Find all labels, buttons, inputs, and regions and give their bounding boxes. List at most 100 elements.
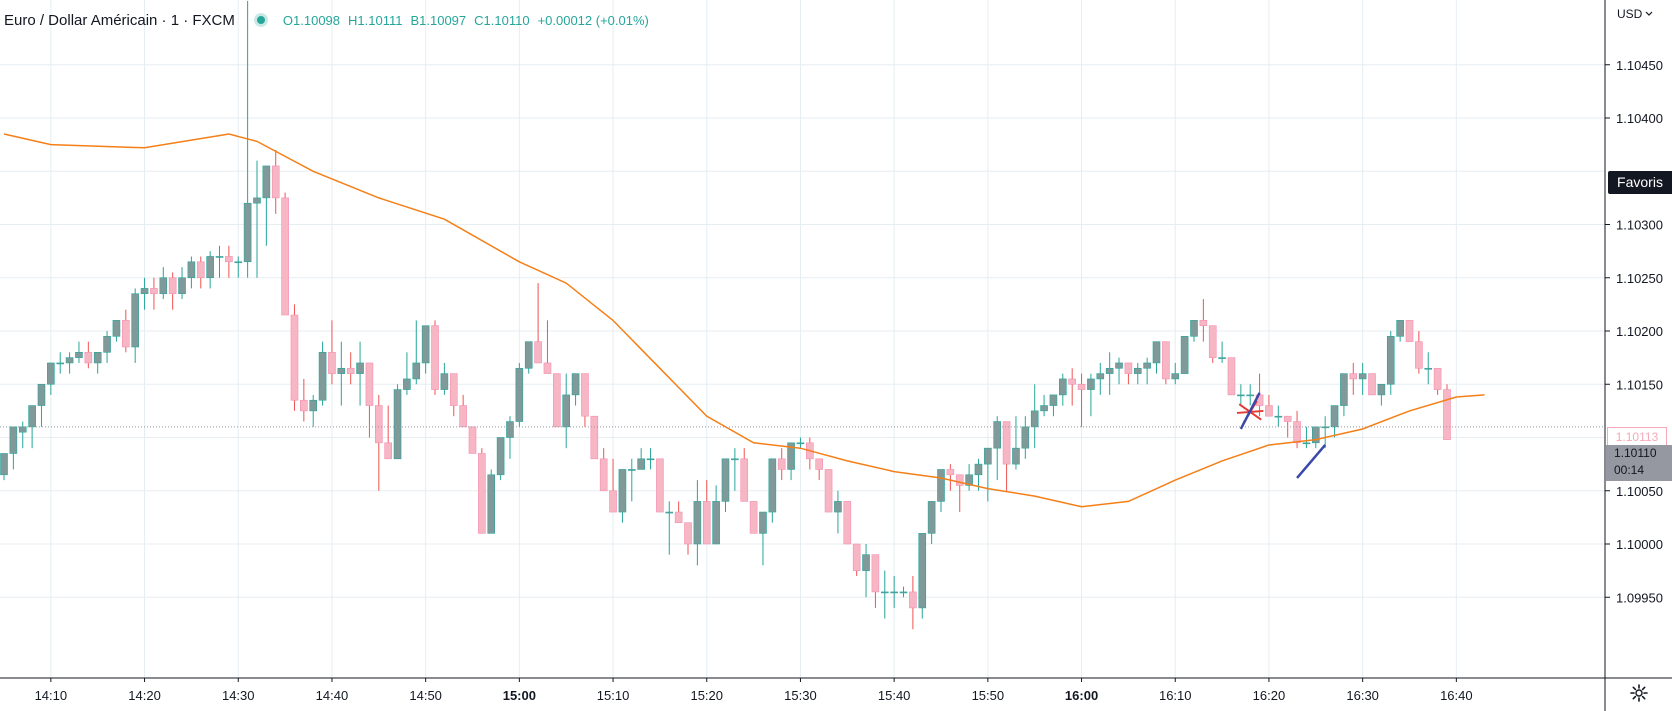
price-tick-label: 1.10400: [1616, 111, 1663, 126]
symbol-title[interactable]: Euro / Dollar Américain · 1 · FXCM: [4, 11, 235, 29]
candle-body: [300, 399, 308, 412]
candle-body: [487, 474, 496, 534]
candle-body: [1077, 383, 1086, 390]
candle-body: [984, 447, 992, 465]
candle-body: [328, 351, 336, 374]
time-tick-label: 15:50: [972, 688, 1005, 703]
candle-body: [346, 367, 355, 374]
candle-body: [150, 288, 158, 295]
candle-body: [834, 501, 842, 513]
time-tick-label: 16:40: [1440, 688, 1473, 703]
candle-body: [1274, 415, 1283, 418]
currency-label: USD: [1617, 7, 1643, 21]
candle-body: [1030, 410, 1039, 428]
candle-body: [112, 320, 121, 337]
trend-line-annotation: [1239, 392, 1261, 430]
candle-body: [56, 362, 65, 365]
price-tick-label: 1.09950: [1616, 590, 1663, 605]
candle-body: [103, 336, 111, 353]
time-tick-label: 14:50: [409, 688, 442, 703]
candle-body: [47, 362, 55, 385]
candle-body: [1246, 394, 1255, 397]
candle-body: [37, 383, 46, 406]
candle-body: [562, 394, 571, 428]
candle-body: [946, 469, 955, 476]
legend-low: B1.10097: [410, 12, 467, 28]
candle-body: [196, 261, 205, 279]
candle-body: [1040, 405, 1048, 412]
candle-body: [1237, 394, 1245, 397]
candle-body: [862, 554, 870, 571]
candle-body: [1096, 373, 1105, 380]
candle-body: [918, 533, 927, 609]
candle-body: [543, 362, 552, 374]
time-tick-label: 15:30: [784, 688, 817, 703]
favoris-badge[interactable]: Favoris: [1608, 171, 1672, 194]
candle-body: [524, 341, 533, 369]
gear-icon[interactable]: [1629, 683, 1649, 703]
candle-body: [1002, 421, 1011, 465]
candle-body: [168, 277, 177, 295]
previous-price-badge: 1.10113: [1607, 427, 1667, 447]
candle-body: [646, 458, 655, 461]
candle-body: [75, 351, 83, 358]
countdown-label: 00:14: [1614, 463, 1645, 477]
candle-body: [674, 511, 683, 523]
legend-open: O1.10098: [282, 12, 341, 28]
candle-body: [440, 373, 449, 390]
time-tick-label: 15:20: [690, 688, 723, 703]
candle-body: [852, 543, 861, 571]
candle-body: [412, 362, 421, 380]
candle-body: [468, 426, 477, 454]
candle-body: [637, 458, 645, 470]
candle-body: [1218, 357, 1226, 359]
candle-body: [712, 501, 720, 545]
candle-body: [478, 453, 486, 534]
candle-body: [131, 293, 139, 348]
price-tick-label: 1.10450: [1616, 58, 1663, 73]
candle-body: [571, 373, 580, 396]
candle-body: [496, 437, 505, 476]
candle-body: [225, 256, 233, 263]
candle-body: [1162, 341, 1170, 380]
price-tick-label: 1.10200: [1616, 324, 1663, 339]
candle-body: [815, 458, 823, 470]
candle-body: [1049, 394, 1058, 406]
candle-body: [1283, 415, 1292, 422]
legend-close: C1.10110: [474, 12, 530, 28]
price-tick-label: 1.10250: [1616, 271, 1663, 286]
candle-body: [1302, 442, 1311, 445]
candle-body: [28, 405, 36, 428]
candle-body: [740, 458, 749, 502]
candle-body: [1068, 378, 1076, 385]
candle-body: [609, 490, 617, 513]
candle-body: [1396, 320, 1404, 337]
candle-body: [702, 501, 711, 545]
currency-selector[interactable]: USD: [1617, 7, 1653, 21]
candle-body: [1208, 325, 1217, 358]
time-tick-label: 16:00: [1065, 688, 1098, 703]
time-tick-label: 14:30: [222, 688, 255, 703]
candle-body: [140, 288, 149, 295]
candle-body: [459, 405, 467, 428]
candle-body: [1265, 405, 1273, 417]
candle-body: [937, 469, 945, 502]
candle-body: [0, 453, 8, 476]
candle-body: [618, 469, 627, 513]
price-tick-label: 1.10050: [1616, 484, 1663, 499]
candle-body: [431, 325, 439, 390]
candle-body: [993, 421, 1002, 449]
candle-body: [693, 501, 702, 545]
candle-body: [365, 362, 374, 406]
candle-body: [1021, 426, 1030, 449]
candle-body: [534, 341, 542, 364]
candle-body: [65, 357, 74, 364]
candle-body: [1321, 426, 1329, 429]
candle-body: [1143, 362, 1151, 369]
time-tick-label: 14:40: [316, 688, 349, 703]
candle-body: [356, 362, 364, 374]
candle-body: [965, 474, 973, 486]
candle-body: [93, 351, 102, 364]
